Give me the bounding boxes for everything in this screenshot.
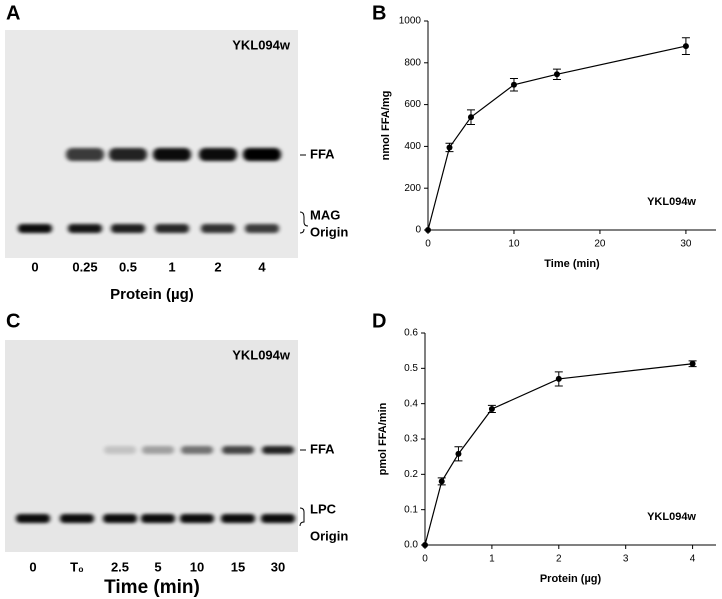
x-tick-label: 4 <box>690 554 696 565</box>
data-point <box>553 71 560 78</box>
x-tick-label: 0 <box>422 554 428 565</box>
x-tick-label: 3 <box>623 554 629 565</box>
y-tick-label: 0.3 <box>404 434 418 445</box>
gel-band <box>261 514 295 523</box>
gel-a <box>5 30 298 258</box>
lane-label: 10 <box>190 559 204 574</box>
data-point <box>422 542 428 548</box>
band-label: FFA <box>310 146 335 161</box>
data-point <box>682 43 689 50</box>
gel-band <box>243 148 281 161</box>
gel-band <box>153 148 191 161</box>
y-tick-label: 800 <box>404 57 421 68</box>
panel-label: C <box>6 310 20 332</box>
panel-label: A <box>6 2 20 24</box>
gel-band <box>142 446 174 454</box>
x-axis-label: Time (min) <box>544 258 600 270</box>
gel-band <box>221 514 255 523</box>
data-point <box>467 114 474 121</box>
data-line <box>427 45 687 231</box>
lane-label: 15 <box>231 559 245 574</box>
gel-band <box>18 224 52 233</box>
lane-label: 30 <box>271 559 285 574</box>
gel-title: YKL094w <box>232 37 291 52</box>
gel-band <box>111 224 145 233</box>
gel-band <box>245 224 279 233</box>
lane-label: 4 <box>258 259 266 274</box>
lane-label: 0 <box>29 559 36 574</box>
x-tick-label: 2 <box>556 554 562 565</box>
gel-band <box>68 224 102 233</box>
panel-label: D <box>372 310 386 332</box>
gel-band <box>222 446 254 454</box>
gel-band <box>141 514 175 523</box>
data-point <box>689 360 696 367</box>
lane-label: 2 <box>214 259 221 274</box>
lane-label: 0.25 <box>72 259 97 274</box>
gel-band <box>155 224 189 233</box>
y-tick-label: 400 <box>404 141 421 152</box>
gel-band <box>262 446 294 454</box>
data-point <box>438 478 445 485</box>
x-tick-label: 30 <box>680 239 692 250</box>
data-point <box>455 450 462 457</box>
gel-title: YKL094w <box>232 347 291 362</box>
data-point <box>488 405 495 412</box>
gel-band <box>109 148 147 161</box>
band-label: LPC <box>310 501 337 516</box>
gel-band <box>66 148 104 161</box>
lane-label: 1 <box>168 259 175 274</box>
data-point <box>555 375 562 382</box>
y-tick-label: 0.2 <box>404 469 418 480</box>
band-label: FFA <box>310 441 335 456</box>
lane-label: 0.5 <box>119 259 137 274</box>
data-line <box>424 363 693 546</box>
gel-band <box>181 446 213 454</box>
x-tick-label: 1 <box>489 554 495 565</box>
band-label: MAG <box>310 207 340 222</box>
gel-band <box>60 514 94 523</box>
band-bracket <box>299 154 309 234</box>
y-tick-label: 200 <box>404 183 421 194</box>
gel-band <box>199 148 237 161</box>
gel-band <box>16 514 50 523</box>
annotation: YKL094w <box>647 196 696 208</box>
band-bracket <box>299 449 306 527</box>
y-tick-label: 0 <box>415 225 421 236</box>
gel-xlabel: Protein (µg) <box>110 286 194 303</box>
gel-band <box>201 224 235 233</box>
x-tick-label: 10 <box>508 239 520 250</box>
lane-label: 0 <box>31 259 38 274</box>
band-label: Origin <box>310 224 348 239</box>
y-tick-label: 600 <box>404 99 421 110</box>
gel-band <box>103 514 137 523</box>
x-axis-label: Protein (µg) <box>540 573 602 585</box>
data-point <box>425 227 431 233</box>
x-tick-label: 0 <box>425 239 431 250</box>
data-point <box>510 81 517 88</box>
lane-label: 5 <box>154 559 161 574</box>
gel-band <box>180 514 214 523</box>
data-point <box>446 144 453 151</box>
band-label: Origin <box>310 528 348 543</box>
y-axis-label: nmol FFA/mg <box>380 91 392 161</box>
lane-label: T₀ <box>70 559 84 574</box>
y-tick-label: 0.5 <box>404 363 418 374</box>
gel-xlabel: Time (min) <box>104 577 200 598</box>
gel-band <box>104 446 136 454</box>
y-tick-label: 1000 <box>399 16 422 27</box>
x-tick-label: 20 <box>594 239 606 250</box>
panel-label: B <box>372 2 386 24</box>
y-tick-label: 0.0 <box>404 540 418 551</box>
y-tick-label: 0.4 <box>404 398 418 409</box>
y-axis-label: pmol FFA/min <box>377 402 389 475</box>
y-tick-label: 0.6 <box>404 328 418 339</box>
lane-label: 2.5 <box>111 559 129 574</box>
annotation: YKL094w <box>647 511 696 523</box>
y-tick-label: 0.1 <box>404 504 418 515</box>
